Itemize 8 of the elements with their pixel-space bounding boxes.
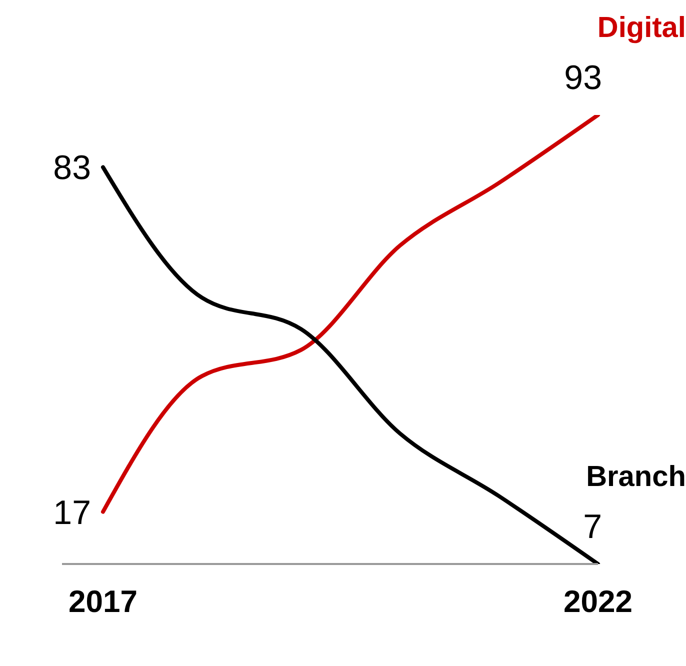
data-label: 17 <box>53 494 91 532</box>
data-label: 7 <box>583 508 602 546</box>
x-tick-label: 2017 <box>68 584 138 620</box>
data-label: 83 <box>53 149 91 188</box>
series-label: Branch <box>586 461 686 493</box>
x-tick-label: 2022 <box>564 584 632 620</box>
data-label: 93 <box>564 59 602 97</box>
text: Digital <box>597 12 686 44</box>
